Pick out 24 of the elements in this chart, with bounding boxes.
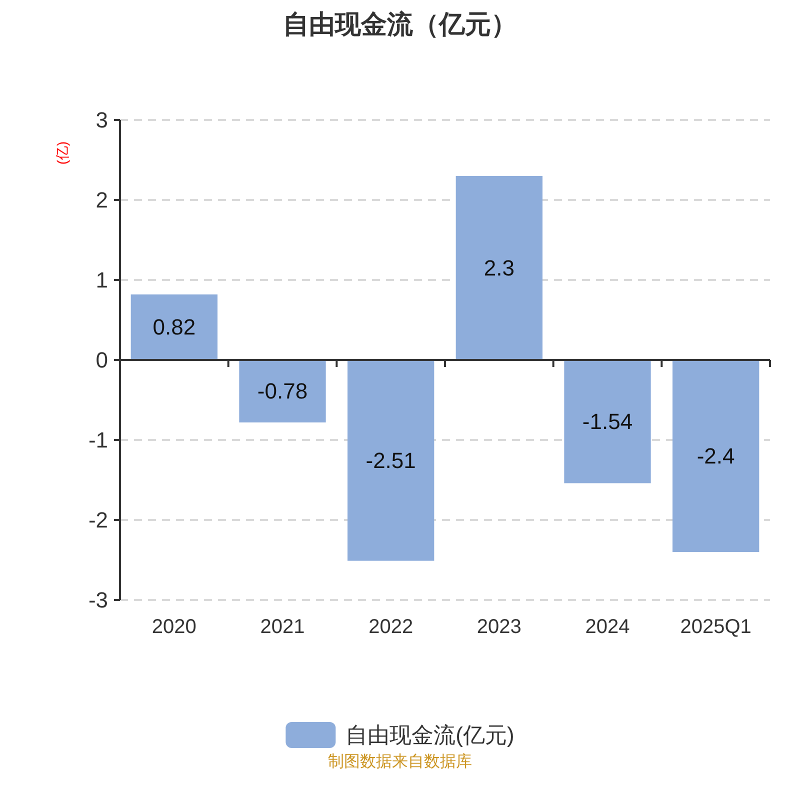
y-axis-title: (亿) — [54, 141, 70, 165]
data-label: -2.4 — [696, 444, 735, 468]
y-tick-label: -1 — [88, 428, 108, 452]
y-tick-label: 2 — [96, 188, 108, 212]
x-tick-label: 2020 — [152, 616, 196, 638]
y-tick-label: 1 — [96, 268, 108, 292]
data-label: 0.82 — [152, 314, 196, 340]
x-tick-label: 2022 — [368, 616, 414, 638]
data-label: 2.3 — [484, 256, 514, 280]
x-tick-label: 2025Q1 — [680, 616, 752, 638]
y-tick-label: -2 — [88, 508, 108, 532]
x-tick-label: 2021 — [260, 616, 305, 638]
y-tick-label: 0 — [96, 348, 108, 372]
y-tick-label: -3 — [88, 588, 108, 612]
legend-label: 自由现金流(亿元) — [346, 722, 514, 748]
legend: 自由现金流(亿元) — [286, 722, 514, 748]
data-label: -2.51 — [366, 448, 416, 473]
text: 制图数据来自数据库 — [328, 752, 472, 770]
x-tick-label: 2024 — [585, 616, 630, 638]
data-label: -0.78 — [257, 378, 308, 404]
y-tick-label: 3 — [96, 108, 108, 132]
data-label: -1.54 — [582, 409, 633, 434]
x-tick-label: 2023 — [476, 616, 522, 638]
chart-title: 自由现金流（亿元） — [283, 9, 517, 39]
